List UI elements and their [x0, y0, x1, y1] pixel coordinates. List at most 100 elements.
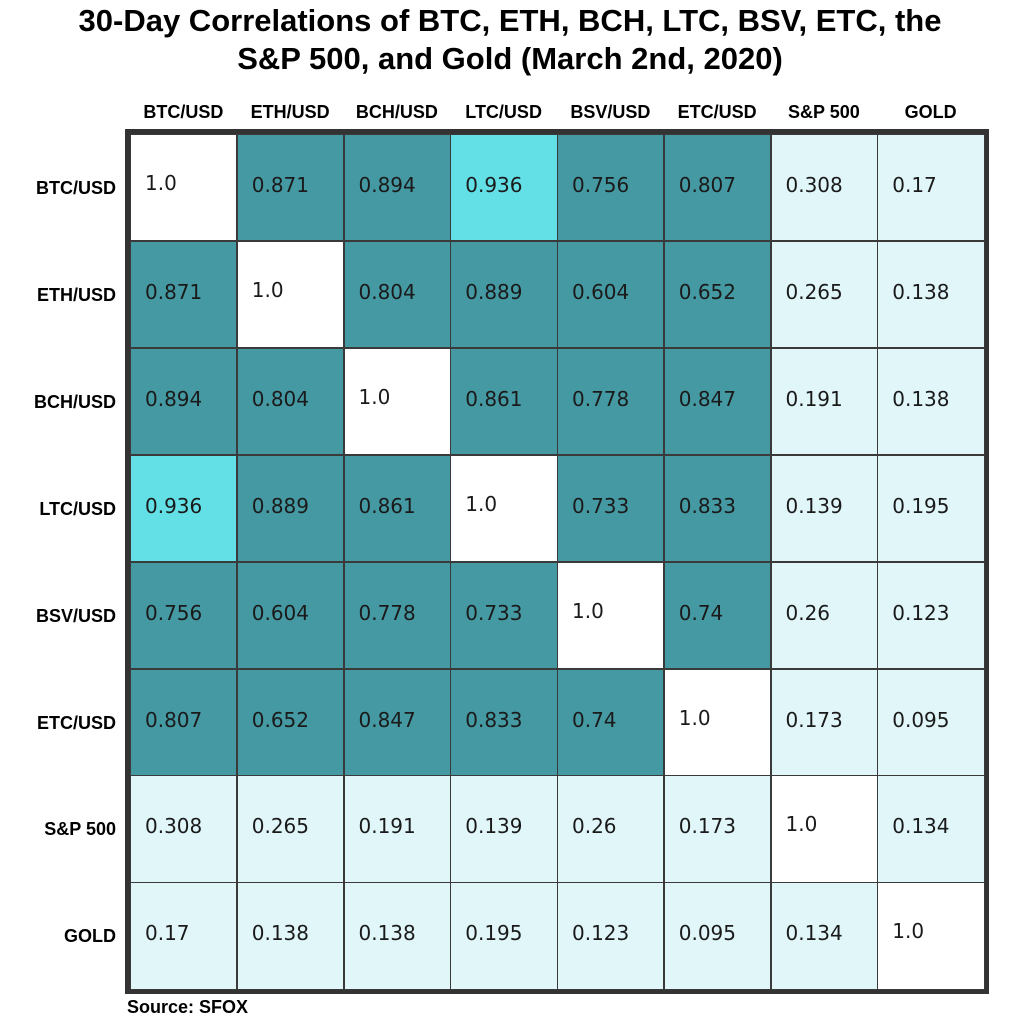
cell-value: 0.871	[145, 279, 203, 304]
heatmap-cell: 0.733	[450, 561, 558, 669]
cell-value: 0.833	[678, 493, 737, 518]
cell-value: 0.191	[358, 814, 416, 839]
cell-value: 0.17	[892, 173, 937, 197]
chart-title-line-2: S&P 500, and Gold (March 2nd, 2020)	[237, 41, 783, 76]
cell-value: 0.778	[572, 386, 630, 411]
heatmap-cell: 0.74	[557, 668, 665, 776]
heatmap-cell: 0.889	[236, 454, 344, 563]
cell-value: 0.652	[251, 707, 310, 732]
heatmap-cell: 0.095	[877, 668, 985, 776]
cell-value: 0.936	[465, 173, 523, 197]
cell-value: 0.652	[678, 279, 737, 304]
heatmap-cell: 0.265	[236, 775, 344, 883]
heatmap-cell: 0.871	[236, 134, 344, 242]
cell-value: 0.265	[785, 279, 843, 304]
heatmap-cell: 0.847	[663, 347, 771, 456]
cell-value: 1.0	[678, 705, 711, 730]
cell-value: 0.733	[465, 600, 523, 625]
cell-value: 0.604	[572, 279, 630, 304]
row-label: ETC/USD	[36, 712, 116, 733]
cell-value: 0.123	[572, 921, 630, 946]
row-label: GOLD	[64, 926, 116, 947]
heatmap-cell: 0.778	[557, 347, 665, 456]
heatmap-cell: 0.807	[130, 668, 238, 776]
heatmap-cell: 0.138	[236, 882, 344, 990]
heatmap-cell: 0.195	[450, 882, 558, 990]
heatmap-cell: 0.123	[557, 882, 665, 990]
row-label: BCH/USD	[33, 391, 116, 412]
cell-value: 0.138	[892, 279, 950, 304]
row-label: LTC/USD	[39, 498, 116, 519]
heatmap-cell: 0.604	[236, 561, 344, 669]
cell-value: 0.138	[892, 386, 950, 411]
column-label: S&P 500	[788, 102, 860, 122]
heatmap-cell: 0.138	[343, 882, 451, 990]
heatmap-cell: 1.0	[557, 561, 665, 669]
heatmap-grid: 1.0 0.871 0.894 0.936 0.756 0.807 0.308 0.17 0.8…	[125, 129, 989, 994]
cell-value: 0.138	[251, 921, 310, 946]
heatmap-cell: 1.0	[450, 454, 558, 563]
cell-value: 0.889	[465, 279, 523, 304]
cell-value: 0.74	[572, 707, 617, 732]
cell-value: 0.894	[358, 173, 416, 197]
heatmap-cell: 1.0	[236, 240, 344, 349]
cell-value: 1.0	[785, 812, 818, 837]
heatmap-cell: 0.191	[343, 775, 451, 883]
cell-value: 0.123	[892, 600, 950, 625]
cell-value: 0.139	[465, 814, 523, 839]
chart-title-line-1: 30-Day Correlations of BTC, ETH, BCH, LT…	[78, 3, 942, 38]
cell-value: 0.17	[145, 921, 190, 946]
column-label: BSV/USD	[570, 102, 651, 122]
cell-value: 0.847	[678, 386, 737, 411]
heatmap-cell: 0.74	[663, 561, 771, 669]
cell-value: 0.804	[358, 279, 416, 304]
heatmap-cell: 0.138	[877, 240, 985, 349]
heatmap-cell: 0.652	[236, 668, 344, 776]
column-label: GOLD	[904, 102, 957, 122]
cell-value: 1.0	[572, 598, 604, 623]
heatmap-cell: 0.894	[343, 134, 451, 242]
column-label: LTC/USD	[465, 102, 542, 122]
heatmap-cell: 0.195	[877, 454, 985, 563]
cell-value: 0.134	[785, 921, 843, 946]
heatmap-cell: 0.265	[770, 240, 878, 349]
cell-value: 0.195	[465, 921, 523, 946]
heatmap-cell: 0.756	[130, 561, 238, 669]
heatmap-cell: 0.847	[343, 668, 451, 776]
heatmap-cell: 1.0	[770, 775, 878, 883]
heatmap-cell: 1.0	[663, 668, 771, 776]
heatmap-cell: 0.095	[663, 882, 771, 990]
column-label: BTC/USD	[143, 102, 224, 122]
cell-value: 0.861	[465, 386, 523, 411]
heatmap-cell: 0.804	[236, 347, 344, 456]
cell-value: 0.889	[251, 493, 310, 518]
cell-value: 0.139	[785, 493, 843, 518]
cell-value: 0.833	[465, 707, 523, 732]
cell-value: 0.308	[785, 173, 843, 197]
row-label: S&P 500	[44, 819, 116, 840]
heatmap-cell: 0.778	[343, 561, 451, 669]
heatmap-cell: 1.0	[343, 347, 451, 456]
heatmap-cell: 0.173	[770, 668, 878, 776]
heatmap-cell: 0.138	[877, 347, 985, 456]
column-label: ETC/USD	[677, 102, 757, 122]
cell-value: 0.173	[678, 814, 737, 839]
cell-value: 0.847	[358, 707, 416, 732]
cell-value: 0.871	[251, 173, 310, 197]
cell-value: 0.308	[145, 814, 203, 839]
heatmap-cell: 0.139	[450, 775, 558, 883]
heatmap-cell: 1.0	[877, 882, 985, 990]
heatmap-cell: 0.833	[450, 668, 558, 776]
cell-value: 0.807	[145, 707, 203, 732]
heatmap-cell: 0.17	[130, 882, 238, 990]
heatmap-cell: 1.0	[130, 134, 238, 242]
heatmap-cell: 0.134	[770, 882, 878, 990]
cell-value: 0.191	[785, 386, 843, 411]
heatmap-cell: 0.604	[557, 240, 665, 349]
cell-value: 0.173	[785, 707, 843, 732]
heatmap-cell: 0.807	[663, 134, 771, 242]
heatmap-cell: 0.894	[130, 347, 238, 456]
heatmap-cell: 0.861	[450, 347, 558, 456]
heatmap-cell: 0.871	[130, 240, 238, 349]
heatmap-cell: 0.936	[450, 134, 558, 242]
